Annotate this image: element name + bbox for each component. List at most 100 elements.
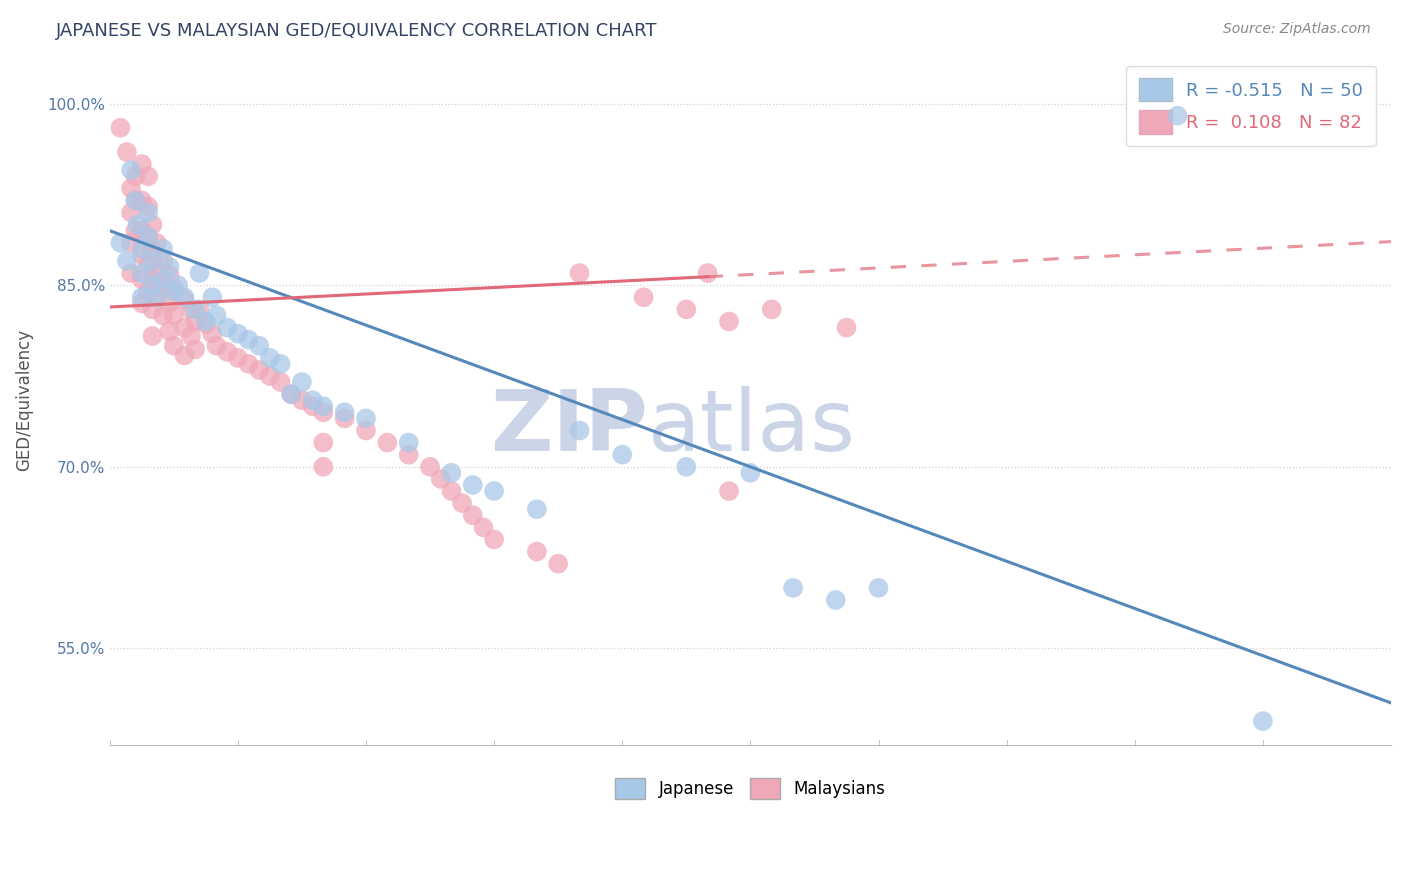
Point — [145, 263, 167, 277]
Point — [633, 290, 655, 304]
Point — [131, 266, 153, 280]
Point — [167, 278, 190, 293]
Point — [205, 339, 228, 353]
Point — [152, 309, 174, 323]
Point — [824, 593, 846, 607]
Point — [312, 459, 335, 474]
Point — [696, 266, 718, 280]
Point — [180, 302, 202, 317]
Point — [136, 229, 159, 244]
Point — [247, 363, 270, 377]
Point — [184, 302, 207, 317]
Point — [194, 317, 217, 331]
Point — [131, 296, 153, 310]
Point — [141, 272, 163, 286]
Point — [141, 278, 163, 293]
Point — [526, 502, 548, 516]
Point — [159, 324, 181, 338]
Point — [461, 478, 484, 492]
Point — [159, 268, 181, 283]
Point — [173, 290, 195, 304]
Point — [354, 424, 377, 438]
Point — [131, 224, 153, 238]
Point — [136, 169, 159, 184]
Point — [782, 581, 804, 595]
Point — [568, 266, 591, 280]
Point — [868, 581, 890, 595]
Point — [152, 242, 174, 256]
Point — [259, 351, 281, 365]
Point — [120, 205, 142, 219]
Point — [141, 218, 163, 232]
Point — [136, 256, 159, 270]
Legend: Japanese, Malaysians: Japanese, Malaysians — [609, 772, 893, 806]
Y-axis label: GED/Equivalency: GED/Equivalency — [15, 329, 32, 471]
Point — [568, 424, 591, 438]
Point — [136, 205, 159, 219]
Point — [184, 314, 207, 328]
Point — [201, 326, 224, 341]
Point — [1166, 109, 1188, 123]
Point — [145, 290, 167, 304]
Point — [280, 387, 302, 401]
Point — [398, 435, 420, 450]
Point — [163, 280, 186, 294]
Point — [131, 157, 153, 171]
Point — [124, 194, 146, 208]
Point — [159, 260, 181, 274]
Point — [115, 145, 138, 159]
Point — [131, 248, 153, 262]
Point — [526, 544, 548, 558]
Point — [217, 320, 239, 334]
Point — [124, 194, 146, 208]
Point — [419, 459, 441, 474]
Point — [173, 348, 195, 362]
Point — [761, 302, 783, 317]
Point — [429, 472, 451, 486]
Point — [547, 557, 569, 571]
Point — [120, 163, 142, 178]
Text: JAPANESE VS MALAYSIAN GED/EQUIVALENCY CORRELATION CHART: JAPANESE VS MALAYSIAN GED/EQUIVALENCY CO… — [56, 22, 658, 40]
Point — [238, 333, 260, 347]
Point — [675, 459, 697, 474]
Point — [1251, 714, 1274, 728]
Point — [120, 235, 142, 250]
Point — [301, 393, 323, 408]
Point — [131, 290, 153, 304]
Point — [440, 483, 463, 498]
Point — [740, 466, 762, 480]
Point — [312, 435, 335, 450]
Point — [291, 393, 314, 408]
Point — [377, 435, 399, 450]
Text: Source: ZipAtlas.com: Source: ZipAtlas.com — [1223, 22, 1371, 37]
Point — [226, 351, 249, 365]
Point — [152, 254, 174, 268]
Point — [124, 224, 146, 238]
Point — [120, 181, 142, 195]
Point — [354, 411, 377, 425]
Point — [110, 235, 132, 250]
Point — [270, 357, 292, 371]
Point — [280, 387, 302, 401]
Point — [247, 339, 270, 353]
Point — [238, 357, 260, 371]
Point — [141, 302, 163, 317]
Point — [163, 339, 186, 353]
Point — [141, 329, 163, 343]
Point — [482, 483, 505, 498]
Point — [201, 290, 224, 304]
Point — [291, 375, 314, 389]
Point — [440, 466, 463, 480]
Point — [835, 320, 858, 334]
Point — [145, 235, 167, 250]
Point — [301, 399, 323, 413]
Point — [136, 199, 159, 213]
Point — [184, 343, 207, 357]
Point — [259, 369, 281, 384]
Point — [163, 285, 186, 299]
Point — [131, 242, 153, 256]
Point — [163, 309, 186, 323]
Point — [270, 375, 292, 389]
Point — [217, 344, 239, 359]
Point — [226, 326, 249, 341]
